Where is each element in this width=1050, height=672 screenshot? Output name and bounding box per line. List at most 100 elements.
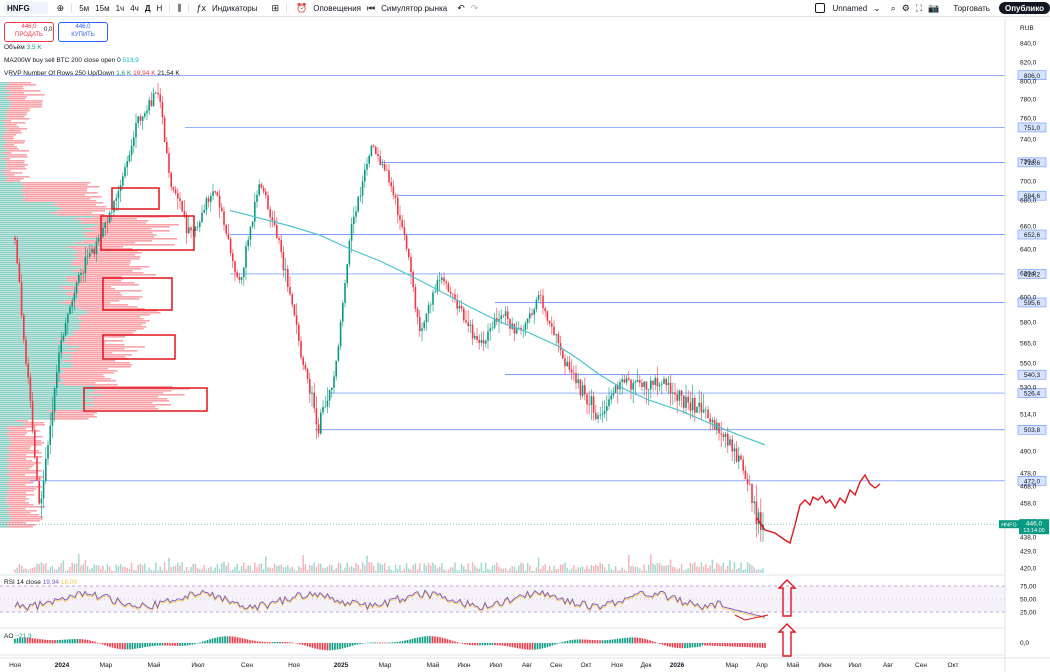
vrvp-down-bar [79,318,144,320]
price-tick: 514,0 [1020,412,1037,419]
vrvp-down-bar [72,366,131,368]
vrvp-up-bar [0,236,85,238]
ao-bar [732,643,734,647]
vrvp-up-bar [0,234,86,236]
candle-body [551,323,553,326]
volume-bar [215,568,216,573]
ao-bar [304,643,306,646]
vrvp-up-bar [0,190,22,192]
volume-bar [336,568,337,573]
vrvp-down-bar [75,330,136,332]
price-tick: 490,0 [1020,449,1037,456]
rsi-legend[interactable]: RSI 14 close 19,94 18,05 [4,579,77,586]
candle-body [740,456,742,460]
candle-body [652,381,654,385]
candle-body [382,164,384,165]
volume-bar [118,566,119,573]
vrvp-up-bar [0,390,94,392]
volume-bar [523,563,524,573]
volume-bar [461,564,462,573]
price-tick: 840,0 [1020,41,1037,48]
volume-bar [542,566,543,573]
candle-body [140,116,142,120]
ao-bar [77,639,79,643]
time-tick: Июн [818,662,832,669]
ao-bar [682,643,684,648]
candle-body [177,193,179,198]
ao-bar [659,643,661,644]
volume-bar [696,566,697,573]
ao-bar [387,643,389,644]
candle-body [450,292,452,294]
candle-body [230,239,232,254]
candle-body [30,377,32,401]
candle-body [690,402,692,410]
vrvp-up-bar [0,494,9,496]
volume-bar [732,569,733,573]
price-tick: 420,0 [1020,566,1037,573]
candle-body [467,322,469,326]
volume-bar [457,570,458,573]
candle-body [265,191,267,195]
ao-bar [234,637,236,643]
vrvp-down-bar [75,218,137,220]
vrvp-up-bar [0,364,73,366]
vrvp-up-bar [0,430,10,432]
ao-bar [752,643,754,647]
vrvp-down-bar [73,270,133,272]
vrvp-up-bar [0,486,11,488]
vrvp-down-bar [82,266,149,268]
candle-body [399,215,401,220]
vrvp-down-bar [58,214,105,216]
ma-legend[interactable]: MA200W buy sell BTC 200 close open 0 513… [4,57,139,64]
vrvp-down-bar [7,492,27,494]
ao-bar [419,637,421,643]
vrvp-up-bar [0,262,72,264]
ao-bar [499,643,501,645]
vrvp-up-bar [0,118,7,120]
vrvp-down-bar [7,448,29,450]
volume-bar [142,566,143,573]
vrvp-down-bar [8,426,33,428]
volume-bar [355,563,356,573]
ao-legend[interactable]: AO −21,3 [4,633,32,640]
vrvp-up-bar [0,124,4,126]
vrvp-legend[interactable]: VRVP Number Of Rows 250 Up/Down 1,6 K 19… [4,70,180,77]
ao-bar [619,639,621,644]
vrvp-up-bar [0,508,6,510]
time-tick: Сен [915,662,927,669]
vrvp-down-bar [10,106,41,108]
ao-bar [402,641,404,643]
volume-bar [690,563,691,573]
time-tick: Мар [100,662,113,669]
volume-legend[interactable]: Объём 3,5 K [4,44,42,51]
candle-body [309,379,311,394]
ao-bar [134,643,136,649]
time-tick: 2026 [670,662,685,669]
candle-body [584,385,586,394]
volume-bar [428,563,429,573]
volume-bar [644,564,645,573]
volume-bar [314,563,315,573]
ao-bar [264,642,266,643]
candle-body [217,192,219,195]
candle-body [232,253,234,261]
vrvp-up-bar [0,156,7,158]
candle-body [14,238,16,240]
candle-body [723,434,725,437]
volume-bar [122,566,123,573]
ao-bar [539,643,541,649]
candle-body [74,293,76,301]
ao-bar [584,640,586,644]
volume-bar [518,566,519,573]
vrvp-down-bar [83,228,151,230]
vrvp-down-bar [25,186,100,188]
candle-body [439,280,441,281]
ao-bar [274,642,276,643]
vrvp-up-bar [0,338,57,340]
ao-bar [132,643,134,649]
vrvp-up-bar [0,174,4,176]
ao-bar [357,643,359,645]
volume-bar [96,565,97,573]
